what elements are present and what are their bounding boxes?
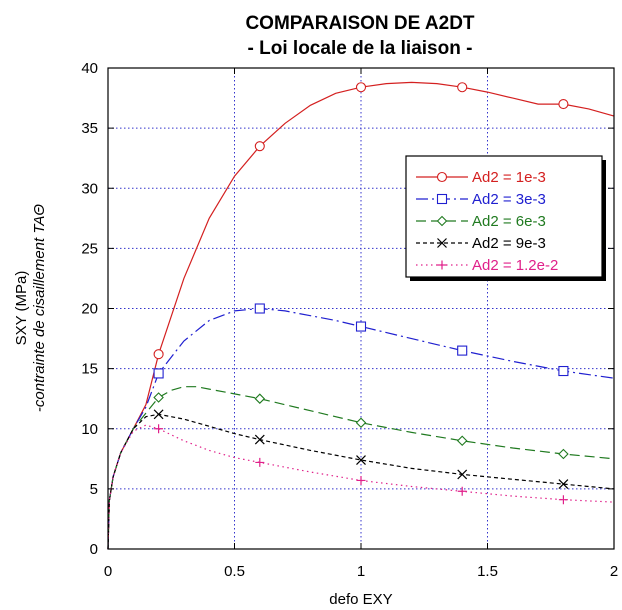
x-tick-label: 2 bbox=[610, 563, 618, 580]
marker-circle bbox=[436, 171, 448, 183]
marker-circle bbox=[254, 141, 265, 152]
x-axis-label: defo EXY bbox=[329, 591, 392, 608]
marker-plus bbox=[558, 495, 568, 505]
x-tick-label: 0.5 bbox=[224, 563, 245, 580]
marker-x bbox=[457, 469, 468, 480]
legend-entry: Ad2 = 6e-3 bbox=[416, 213, 546, 230]
y-tick-label: 30 bbox=[81, 180, 98, 197]
marker-diamond bbox=[456, 435, 468, 447]
legend: Ad2 = 1e-3 Ad2 = 3e-3 Ad2 = 6e-3 Ad2 = 9e-3… bbox=[405, 155, 606, 281]
legend-shadow-bottom bbox=[410, 277, 606, 281]
marker-diamond bbox=[558, 448, 569, 460]
marker-plus bbox=[255, 457, 265, 467]
marker-square bbox=[355, 321, 367, 332]
y-tick-label: 25 bbox=[81, 240, 98, 257]
marker-circle bbox=[558, 99, 569, 110]
y-tick-label: 40 bbox=[81, 60, 98, 77]
y-tick-label: 35 bbox=[81, 120, 98, 137]
legend-label: Ad2 = 9e-3 bbox=[472, 235, 546, 252]
marker-circle bbox=[153, 349, 164, 360]
legend-entry: Ad2 = 3e-3 bbox=[416, 191, 546, 208]
y-tick-label: 5 bbox=[90, 481, 98, 498]
marker-diamond bbox=[153, 392, 164, 403]
series-5 bbox=[107, 424, 615, 550]
marker-x bbox=[254, 434, 265, 445]
legend-label: Ad2 = 3e-3 bbox=[472, 191, 546, 208]
x-tick-label: 0 bbox=[104, 563, 112, 580]
legend-shadow-right bbox=[602, 160, 606, 281]
marker-square bbox=[254, 303, 265, 314]
marker-diamond bbox=[355, 417, 367, 429]
series-layer bbox=[107, 81, 615, 550]
legend-label: Ad2 = 1.2e-2 bbox=[472, 257, 558, 274]
chart-subtitle: - Loi locale de la liaison - bbox=[248, 38, 473, 59]
marker-square bbox=[436, 193, 448, 205]
series-line bbox=[107, 307, 615, 550]
marker-square bbox=[558, 365, 569, 377]
series-line bbox=[107, 386, 615, 550]
marker-circle bbox=[355, 82, 367, 93]
y-tick-label: 15 bbox=[81, 361, 98, 378]
marker-diamond bbox=[436, 215, 448, 227]
marker-plus bbox=[356, 475, 366, 485]
legend-entry: Ad2 = 9e-3 bbox=[416, 235, 546, 252]
marker-plus bbox=[457, 486, 467, 496]
y-tick-label: 10 bbox=[81, 421, 98, 438]
series-3 bbox=[107, 386, 615, 550]
marker-diamond bbox=[254, 393, 266, 404]
marker-square bbox=[153, 368, 164, 379]
x-tick-label: 1 bbox=[357, 563, 365, 580]
y-axis-label: SXY (MPa) bbox=[13, 271, 30, 346]
y-tick-label: 0 bbox=[90, 541, 98, 558]
series-2 bbox=[107, 303, 615, 550]
marker-x bbox=[153, 409, 164, 420]
legend-entry: Ad2 = 1e-3 bbox=[416, 169, 546, 186]
series-4 bbox=[107, 409, 615, 550]
marker-square bbox=[457, 345, 468, 356]
legend-label: Ad2 = 6e-3 bbox=[472, 213, 546, 230]
legend-label: Ad2 = 1e-3 bbox=[472, 169, 546, 186]
marker-x bbox=[356, 455, 366, 465]
marker-x bbox=[558, 479, 569, 489]
marker-x bbox=[437, 238, 447, 248]
marker-plus bbox=[437, 260, 447, 270]
chart-title: COMPARAISON DE A2DT bbox=[245, 13, 474, 34]
marker-circle bbox=[457, 82, 468, 93]
grid bbox=[108, 68, 614, 549]
y-tick-label: 20 bbox=[81, 301, 98, 318]
y-axis-sublabel: -contrainte de cisaillement TAΘ bbox=[31, 204, 48, 412]
series-line bbox=[107, 413, 615, 550]
series-line bbox=[107, 424, 615, 550]
legend-entry: Ad2 = 1.2e-2 bbox=[416, 257, 558, 274]
x-tick-label: 1.5 bbox=[477, 563, 498, 580]
marker-plus bbox=[154, 424, 164, 434]
